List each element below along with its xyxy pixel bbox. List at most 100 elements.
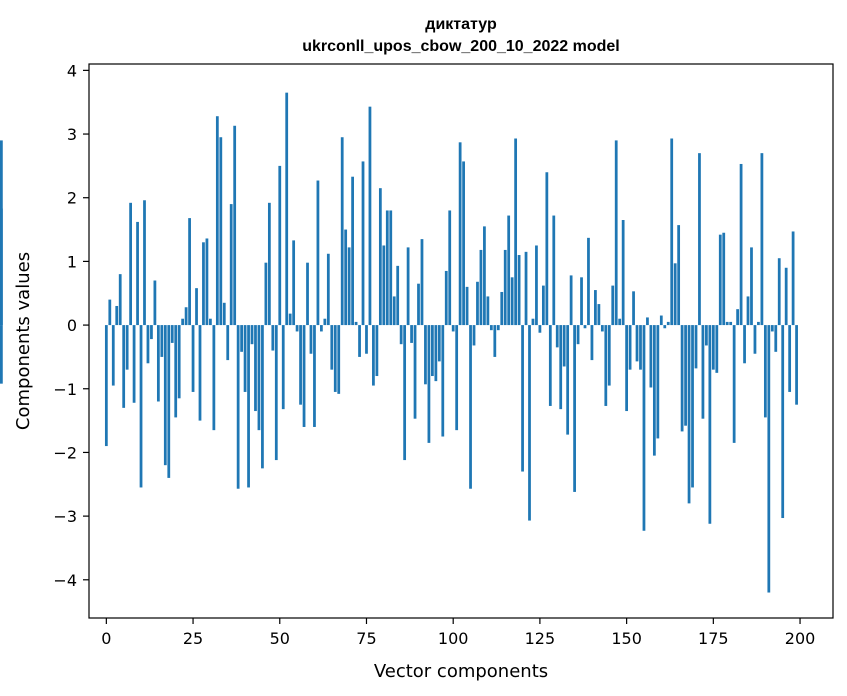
- bar-94: [431, 325, 434, 377]
- bar-32: [215, 116, 219, 326]
- bar-171: [698, 153, 701, 326]
- bar-129: [552, 215, 556, 326]
- bar-9: [136, 221, 139, 326]
- bar-99: [448, 210, 452, 326]
- bar-156: [646, 317, 649, 326]
- bar-149: [621, 220, 625, 326]
- x-axis-label: Vector components: [374, 661, 548, 682]
- bar-6: [125, 325, 129, 370]
- bar-121: [524, 251, 528, 326]
- x-tick-label: 0: [101, 629, 111, 648]
- bar-65: [330, 325, 334, 370]
- bar-134: [569, 275, 573, 326]
- bar-130: [555, 325, 559, 348]
- bar-166: [680, 325, 684, 432]
- bar-139: [587, 237, 590, 326]
- bar-108: [479, 249, 483, 326]
- x-tick-label: 150: [611, 629, 642, 648]
- bar-55: [295, 325, 299, 332]
- bar-15: [156, 325, 160, 402]
- bar-137: [580, 277, 583, 326]
- bar-78: [375, 325, 379, 377]
- bar-34: [222, 302, 226, 326]
- bar-98: [444, 270, 448, 326]
- bar-18: [167, 325, 171, 478]
- bar-119: [517, 255, 521, 326]
- bar-160: [659, 315, 663, 326]
- bar-186: [750, 247, 753, 326]
- y-tick-label: −4: [53, 571, 77, 590]
- bar-106: [472, 325, 476, 346]
- bar-24: [188, 218, 191, 326]
- bar-10: [139, 325, 143, 488]
- bar-49: [274, 325, 278, 461]
- bar-159: [656, 325, 660, 439]
- bar-162: [666, 321, 670, 326]
- bar-2: [111, 325, 115, 386]
- bar-117: [510, 277, 514, 326]
- bar-174: [708, 325, 712, 524]
- bar-88: [410, 325, 413, 343]
- bar-42: [250, 325, 254, 345]
- bar-103: [462, 161, 465, 326]
- bar-116: [507, 215, 511, 326]
- bar-70: [347, 247, 351, 326]
- bar-31: [212, 325, 216, 431]
- bar-183: [739, 163, 743, 326]
- bar-196: [784, 267, 788, 326]
- x-tick-label: 50: [270, 629, 290, 648]
- x-tick-label: 125: [525, 629, 556, 648]
- bar-27: [198, 325, 202, 421]
- bar-45: [261, 325, 264, 469]
- bar-111: [489, 325, 493, 331]
- bar-131: [559, 325, 563, 410]
- bar-146: [611, 285, 615, 326]
- bar-67: [337, 325, 341, 394]
- bar-136: [576, 325, 580, 345]
- bar-26: [195, 288, 198, 326]
- bar-60: [313, 325, 316, 427]
- bar-135: [573, 325, 576, 492]
- bar-147: [614, 140, 618, 326]
- bar-170: [694, 325, 698, 369]
- bar-92: [424, 325, 427, 385]
- bar-184: [743, 325, 746, 364]
- x-tick-label: 175: [698, 629, 729, 648]
- bar-13: [150, 325, 153, 340]
- bar-144: [604, 325, 608, 406]
- bar-71: [351, 176, 354, 326]
- bar-80: [382, 245, 386, 326]
- bar-198: [791, 231, 795, 326]
- bar-74: [361, 161, 365, 326]
- bar-178: [722, 232, 726, 326]
- bar-undefined: [0, 325, 3, 384]
- bar-118: [514, 138, 518, 326]
- bar-72: [354, 321, 358, 326]
- bar-182: [736, 309, 739, 326]
- bar-105: [469, 325, 472, 489]
- bar-153: [635, 325, 639, 362]
- bar-189: [760, 153, 764, 326]
- bar-28: [202, 242, 205, 326]
- bar-123: [531, 318, 535, 326]
- bar-169: [691, 325, 694, 488]
- bar-127: [545, 172, 549, 326]
- bar-38: [236, 325, 240, 489]
- bar-101: [455, 325, 459, 431]
- bar-142: [597, 304, 601, 326]
- bar-41: [247, 325, 250, 488]
- bar-152: [632, 291, 635, 326]
- bar-109: [483, 226, 486, 326]
- x-axis-ticks: 0 25 50 75 100 125 150 175 200: [101, 618, 815, 648]
- bar-167: [684, 325, 687, 426]
- bar-25: [191, 325, 195, 392]
- bar-63: [323, 318, 327, 326]
- bar-120: [521, 325, 524, 472]
- bar-83: [392, 296, 396, 326]
- bar-87: [406, 247, 410, 326]
- bar-188: [757, 321, 760, 326]
- bar-197: [788, 325, 792, 392]
- bar-76: [368, 106, 372, 326]
- bar-97: [441, 325, 445, 437]
- bar-1: [108, 299, 112, 326]
